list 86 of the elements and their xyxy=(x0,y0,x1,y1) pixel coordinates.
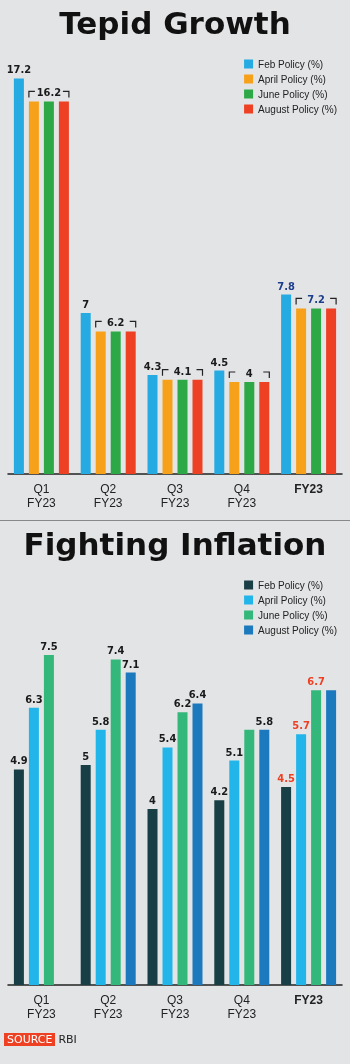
data-label: 4.5 xyxy=(210,355,229,369)
legend-label: August Policy (%) xyxy=(258,103,338,115)
bar xyxy=(244,382,255,474)
x-tick-label: Q1 FY23 xyxy=(27,993,57,1021)
bar xyxy=(125,331,136,474)
bar xyxy=(192,379,203,474)
data-label: 5.8 xyxy=(91,714,110,728)
bar xyxy=(296,734,307,985)
bar xyxy=(147,375,158,474)
bar xyxy=(281,787,292,985)
bar xyxy=(281,294,292,474)
data-label: 4.5 xyxy=(277,772,295,785)
legend-label: June Policy (%) xyxy=(258,609,328,621)
bar xyxy=(43,655,54,985)
bar xyxy=(80,313,91,474)
data-label: 7.4 xyxy=(106,644,125,658)
bar xyxy=(229,382,240,474)
bar xyxy=(296,308,307,474)
x-tick-label: FY23 xyxy=(294,482,324,496)
x-tick-label: Q2 FY23 xyxy=(93,993,123,1021)
data-label: 7 xyxy=(82,298,90,311)
data-label: 5.4 xyxy=(158,732,177,746)
data-label: 4 xyxy=(245,367,253,380)
x-tick-label: FY23 xyxy=(294,993,324,1007)
data-label: 6.2 xyxy=(173,697,192,711)
bar xyxy=(244,729,255,985)
data-label: 4.2 xyxy=(210,785,229,799)
bar xyxy=(110,659,121,985)
bar xyxy=(177,379,188,474)
data-label: 17.2 xyxy=(6,63,32,77)
x-tick-label: Q4 FY23 xyxy=(227,482,257,510)
legend-label: April Policy (%) xyxy=(258,73,326,85)
legend-label: June Policy (%) xyxy=(258,88,328,100)
chart-title: Fighting Inflation xyxy=(23,525,327,562)
data-label: 6.7 xyxy=(307,675,325,689)
bar xyxy=(95,331,106,474)
bar xyxy=(28,101,39,474)
data-label: 6.2 xyxy=(106,316,125,330)
x-tick-label: Q1 FY23 xyxy=(27,482,57,510)
data-label: 4 xyxy=(149,794,157,807)
bar xyxy=(177,712,188,985)
bar xyxy=(229,760,240,985)
x-tick-label: Q3 FY23 xyxy=(160,482,190,510)
data-label: 5 xyxy=(82,750,90,763)
bar xyxy=(192,703,203,985)
bar xyxy=(311,308,322,474)
bar xyxy=(58,101,69,474)
bar xyxy=(13,769,24,985)
data-label: 16.2 xyxy=(36,86,62,100)
x-tick-label: Q3 FY23 xyxy=(160,993,190,1021)
data-label: 5.7 xyxy=(292,719,310,733)
legend-label: Feb Policy (%) xyxy=(258,58,324,70)
bar xyxy=(214,370,225,474)
bar xyxy=(80,765,91,985)
data-label: 4.9 xyxy=(10,754,28,768)
data-label: 4.3 xyxy=(143,360,162,374)
data-label: 7.8 xyxy=(277,279,295,293)
bar xyxy=(214,800,225,985)
data-label: 7.2 xyxy=(307,293,325,307)
bar xyxy=(162,379,173,474)
bar xyxy=(110,331,121,474)
data-label: 7.5 xyxy=(40,640,58,653)
bar xyxy=(13,78,24,474)
bar xyxy=(147,809,158,985)
bar xyxy=(95,729,106,985)
data-label: 7.1 xyxy=(121,657,140,671)
bar xyxy=(259,382,270,474)
bar xyxy=(326,690,337,985)
data-label: 4.1 xyxy=(173,364,192,378)
source-note: SOURCE RBI xyxy=(6,1033,78,1046)
bar xyxy=(28,707,39,985)
bar xyxy=(311,690,322,985)
x-tick-label: Q2 FY23 xyxy=(93,482,123,510)
data-label: 5.1 xyxy=(225,745,244,759)
bar xyxy=(162,747,173,985)
chart-title: Tepid Growth xyxy=(59,4,291,41)
data-label: 5.8 xyxy=(255,714,274,728)
bar xyxy=(125,672,136,985)
bar xyxy=(43,101,54,474)
legend-label: April Policy (%) xyxy=(258,594,326,606)
legend-label: Feb Policy (%) xyxy=(258,579,324,591)
bar xyxy=(259,729,270,985)
x-tick-label: Q4 FY23 xyxy=(227,993,257,1021)
bar xyxy=(326,308,337,474)
data-label: 6.3 xyxy=(25,692,43,706)
legend-label: August Policy (%) xyxy=(258,624,338,636)
